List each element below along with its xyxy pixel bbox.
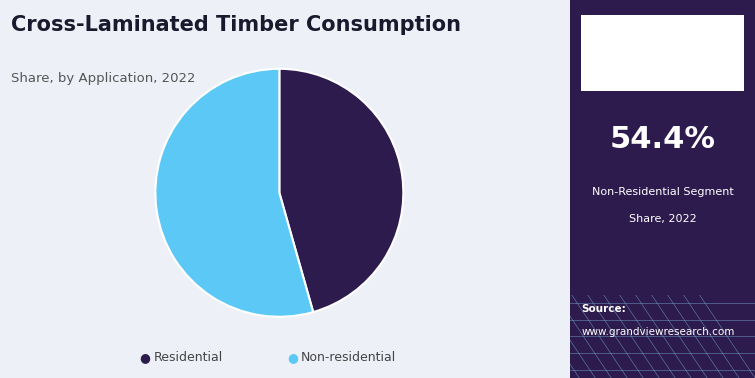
Text: Non-residential: Non-residential [300, 351, 396, 364]
Polygon shape [606, 23, 625, 45]
Polygon shape [700, 23, 735, 64]
Polygon shape [606, 50, 625, 64]
Text: Share, 2022: Share, 2022 [629, 214, 696, 223]
Text: www.grandviewresearch.com: www.grandviewresearch.com [581, 327, 735, 337]
Text: Non-Residential Segment: Non-Residential Segment [592, 187, 733, 197]
Text: Cross-Laminated Timber Consumption: Cross-Laminated Timber Consumption [11, 15, 461, 35]
Polygon shape [630, 23, 695, 64]
Text: Share, by Application, 2022: Share, by Application, 2022 [11, 72, 196, 85]
Text: 54.4%: 54.4% [609, 125, 716, 154]
Polygon shape [716, 23, 735, 41]
Text: Source:: Source: [581, 304, 626, 314]
Wedge shape [279, 69, 403, 312]
Text: Residential: Residential [153, 351, 223, 364]
Text: GRAND VIEW RESEARCH: GRAND VIEW RESEARCH [615, 74, 710, 80]
Polygon shape [700, 45, 720, 64]
Text: ●: ● [140, 351, 150, 364]
Text: ●: ● [287, 351, 297, 364]
Polygon shape [590, 23, 625, 64]
Wedge shape [156, 69, 313, 317]
